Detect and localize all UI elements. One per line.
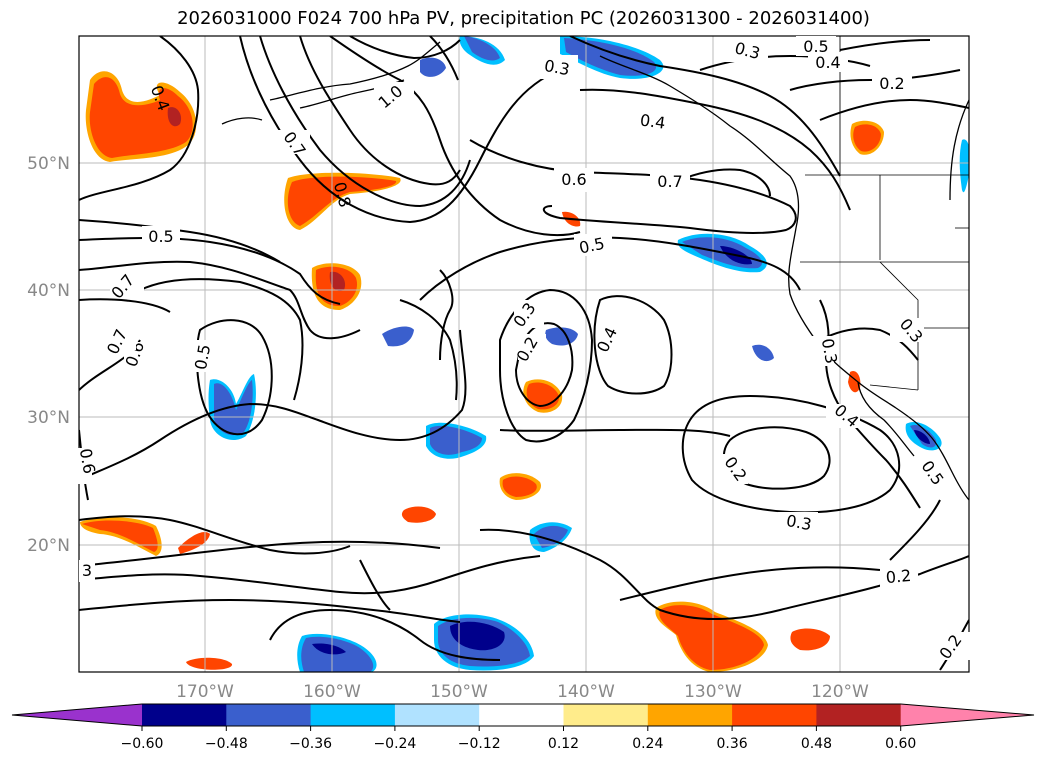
map-title: 2026031000 F024 700 hPa PV, precipitatio…	[177, 8, 870, 29]
colorbar-tick-label: −0.24	[373, 736, 416, 752]
contour-label: 0.5	[148, 227, 173, 246]
lon-label: 170°W	[176, 682, 234, 702]
latitude-labels: 50°N 40°N 30°N 20°N	[27, 154, 70, 556]
contour-label: 0.3	[543, 56, 571, 79]
contour-label: 0.5	[577, 234, 606, 258]
colorbar-segment	[226, 704, 312, 726]
map-border	[78, 35, 970, 673]
contour-label: 0.5	[803, 37, 828, 56]
colorbar-tick-label: −0.48	[205, 736, 248, 752]
colorbar-tick-label: 0.24	[632, 736, 663, 752]
lon-label: 150°W	[430, 682, 488, 702]
colorbar-tick-label: 0.48	[801, 736, 832, 752]
contour-labels: 0.3 0.4 1.0 0.7 0.8 0.3 0.5 0.4 0.2 0.4 …	[70, 36, 970, 663]
colorbar-tick-label: 0.36	[717, 736, 748, 752]
colorbar-tick-label: −0.12	[458, 736, 501, 752]
contour-label: 0.6	[561, 170, 586, 189]
colorbar-segment	[563, 704, 649, 726]
colorbar-segment	[394, 704, 480, 726]
colorbar-tick-label: −0.60	[121, 736, 164, 752]
lat-label: 30°N	[27, 408, 70, 428]
colorbar-segment	[142, 704, 227, 726]
pv-contours	[79, 36, 969, 671]
lat-label: 20°N	[27, 536, 70, 556]
contour-label: 0.4	[639, 110, 667, 132]
contour-label: 0.7	[657, 172, 682, 191]
colorbar-extend-high	[900, 704, 1034, 726]
contour-label: 0.4	[815, 53, 840, 72]
colorbar-extend-low	[12, 704, 142, 726]
lat-label: 40°N	[27, 281, 70, 301]
precip-positive-areas	[80, 71, 884, 672]
lon-label: 140°W	[557, 682, 615, 702]
colorbar-segment	[647, 704, 733, 726]
colorbar-segment	[479, 704, 564, 726]
lon-label: 130°W	[684, 682, 742, 702]
colorbar: −0.60 −0.48 −0.36 −0.24 −0.12 0.12 0.24 0.36 0.4…	[11, 703, 1035, 752]
contour-label: 0.3	[818, 337, 841, 365]
longitude-labels: 170°W 160°W 150°W 140°W 130°W 120°W	[176, 682, 869, 702]
lat-label: 50°N	[27, 154, 70, 174]
colorbar-tick-label: −0.36	[289, 736, 332, 752]
contour-label: 0.3	[785, 511, 813, 534]
contour-label: 0.2	[885, 566, 912, 587]
colorbar-segment	[732, 704, 817, 726]
colorbar-tick-label: 0.60	[885, 736, 916, 752]
colorbar-tick-label: 0.12	[548, 736, 579, 752]
lon-label: 120°W	[811, 682, 869, 702]
contour-label: 3	[82, 561, 92, 580]
colorbar-segment	[816, 704, 902, 726]
contour-label: 0.6	[76, 447, 99, 475]
contour-label: 0.5	[191, 343, 214, 371]
colorbar-segment	[310, 704, 396, 726]
contour-label: 0.2	[879, 74, 904, 93]
lon-label: 160°W	[303, 682, 361, 702]
